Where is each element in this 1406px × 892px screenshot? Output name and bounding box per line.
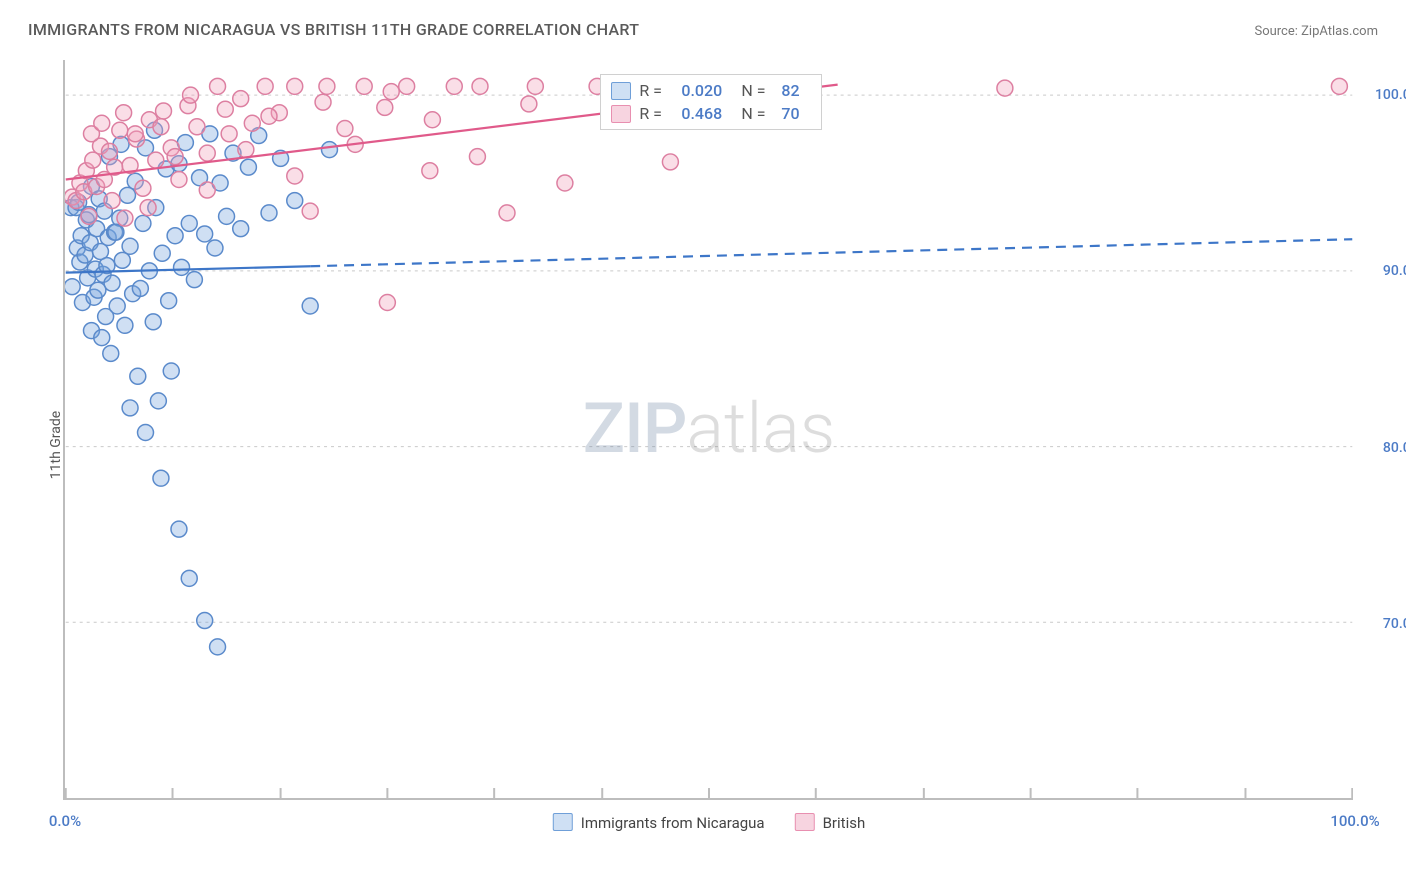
y-tick-label: 90.0% bbox=[1383, 263, 1406, 279]
legend-entry-british: British bbox=[795, 813, 866, 832]
swatch-blue bbox=[553, 813, 573, 831]
y-tick-label: 70.0% bbox=[1383, 616, 1406, 632]
swatch-pink bbox=[795, 813, 815, 831]
watermark-zip: ZIP bbox=[583, 388, 687, 470]
stats-r-value: 0.468 bbox=[681, 104, 737, 123]
grid-layer bbox=[65, 60, 1353, 798]
stats-r-label: R = bbox=[639, 81, 677, 100]
watermark: ZIPatlas bbox=[583, 388, 836, 470]
series-legend: Immigrants from Nicaragua British bbox=[553, 813, 865, 832]
stats-swatch bbox=[611, 105, 631, 123]
x-tick-label: 100.0% bbox=[1330, 812, 1379, 830]
stats-r-value: 0.020 bbox=[681, 81, 737, 100]
watermark-atlas: atlas bbox=[686, 388, 835, 470]
stats-n-label: N = bbox=[741, 81, 777, 100]
chart-title: IMMIGRANTS FROM NICARAGUA VS BRITISH 11T… bbox=[28, 20, 639, 39]
x-tick-label: 0.0% bbox=[49, 812, 81, 830]
trend-layer bbox=[65, 60, 1353, 798]
chart-container: 11th Grade ZIPatlas R =0.020N =82 R =0.46… bbox=[28, 60, 1378, 830]
plot-area: ZIPatlas R =0.020N =82R =0.468N =70 Immi… bbox=[63, 60, 1353, 800]
source-label: Source: ZipAtlas.com bbox=[1254, 24, 1378, 39]
stats-legend: R =0.020N =82 R =0.468N =70 bbox=[600, 74, 822, 130]
y-axis-label: 11th Grade bbox=[48, 411, 64, 479]
stats-n-value: 70 bbox=[781, 104, 811, 123]
stats-r-label: R = bbox=[639, 104, 677, 123]
legend-entry-nicaragua: Immigrants from Nicaragua bbox=[553, 813, 765, 832]
points-layer bbox=[65, 60, 1353, 798]
y-tick-label: 80.0% bbox=[1383, 440, 1406, 456]
stats-swatch bbox=[611, 82, 631, 100]
legend-label: Immigrants from Nicaragua bbox=[581, 814, 765, 832]
stats-n-value: 82 bbox=[781, 81, 811, 100]
stats-n-label: N = bbox=[741, 104, 777, 123]
y-tick-label: 100.0% bbox=[1375, 87, 1406, 103]
legend-label: British bbox=[823, 814, 866, 832]
